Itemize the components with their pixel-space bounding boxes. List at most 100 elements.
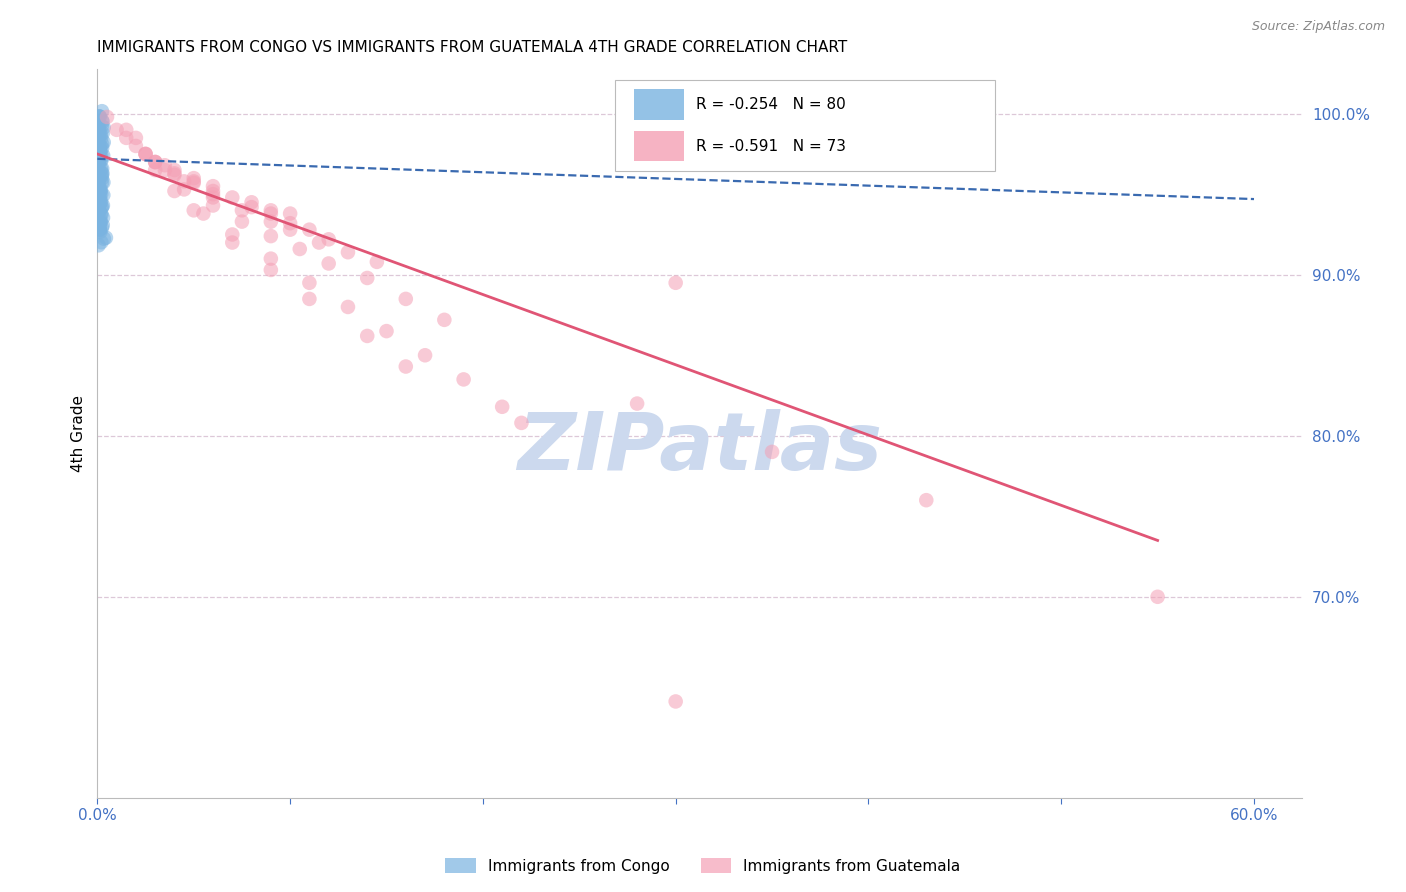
Point: [91, 137, 114, 152]
Point: [626, 396, 648, 410]
Point: [90, 201, 112, 215]
Point: [87, 238, 110, 252]
Point: [260, 252, 283, 266]
Point: [89, 198, 111, 212]
Point: [163, 163, 186, 178]
Point: [89, 144, 111, 158]
Point: [260, 263, 283, 277]
Point: [298, 222, 321, 236]
Point: [90, 221, 112, 235]
Point: [90, 187, 112, 202]
Point: [510, 416, 533, 430]
Point: [153, 158, 176, 172]
Point: [336, 300, 359, 314]
Point: [298, 276, 321, 290]
Point: [91, 161, 114, 176]
Point: [183, 174, 205, 188]
Point: [91, 171, 114, 186]
Point: [90, 169, 112, 183]
Point: [221, 235, 243, 250]
Point: [90, 235, 112, 250]
Point: [91, 198, 114, 212]
Point: [183, 171, 205, 186]
Point: [105, 123, 128, 137]
Point: [89, 182, 111, 196]
Point: [87, 120, 110, 135]
Point: [89, 187, 111, 202]
Point: [96, 110, 118, 124]
Point: [491, 400, 513, 414]
Point: [90, 194, 112, 209]
Point: [91, 104, 114, 119]
Point: [433, 313, 456, 327]
Point: [761, 445, 783, 459]
Point: [375, 324, 398, 338]
Point: [202, 198, 225, 212]
Point: [163, 166, 186, 180]
Point: [260, 206, 283, 220]
Point: [89, 171, 111, 186]
Point: [94, 231, 117, 245]
Point: [87, 110, 110, 124]
Point: [87, 192, 110, 206]
Point: [87, 153, 110, 167]
Point: [89, 184, 111, 198]
Point: [90, 113, 112, 128]
Point: [395, 292, 418, 306]
Point: [395, 359, 418, 374]
Point: [89, 127, 111, 141]
Point: [91, 188, 114, 202]
Point: [366, 255, 388, 269]
Point: [318, 232, 340, 246]
Point: [90, 119, 112, 133]
Y-axis label: 4th Grade: 4th Grade: [72, 395, 86, 472]
Point: [89, 148, 111, 162]
Point: [231, 203, 253, 218]
Point: [356, 329, 378, 343]
Point: [318, 256, 340, 270]
Point: [89, 143, 111, 157]
Point: [202, 179, 225, 194]
Point: [143, 155, 166, 169]
FancyBboxPatch shape: [634, 131, 685, 161]
Text: ZIPatlas: ZIPatlas: [517, 409, 883, 487]
Point: [89, 223, 111, 237]
Point: [91, 166, 114, 180]
Text: IMMIGRANTS FROM CONGO VS IMMIGRANTS FROM GUATEMALA 4TH GRADE CORRELATION CHART: IMMIGRANTS FROM CONGO VS IMMIGRANTS FROM…: [97, 40, 848, 55]
Point: [453, 372, 475, 386]
Point: [278, 216, 301, 230]
Point: [93, 120, 115, 135]
Point: [202, 184, 225, 198]
Point: [288, 242, 311, 256]
Point: [336, 245, 359, 260]
Point: [221, 190, 243, 204]
Point: [90, 131, 112, 145]
Point: [153, 163, 176, 178]
Point: [413, 348, 436, 362]
Point: [143, 155, 166, 169]
Point: [308, 235, 330, 250]
Point: [87, 189, 110, 203]
Point: [90, 147, 112, 161]
Point: [87, 169, 110, 184]
Point: [260, 203, 283, 218]
FancyBboxPatch shape: [634, 89, 685, 120]
Point: [260, 214, 283, 228]
Point: [89, 124, 111, 138]
Point: [115, 123, 138, 137]
Point: [135, 147, 157, 161]
Point: [135, 147, 157, 161]
Point: [143, 155, 166, 169]
Point: [91, 148, 114, 162]
Point: [202, 187, 225, 202]
Point: [91, 200, 114, 214]
Point: [202, 190, 225, 204]
Point: [665, 694, 688, 708]
Point: [135, 147, 157, 161]
Point: [915, 493, 938, 508]
Point: [260, 229, 283, 244]
Point: [90, 166, 112, 180]
Point: [89, 225, 111, 239]
Point: [231, 214, 253, 228]
Point: [115, 131, 138, 145]
